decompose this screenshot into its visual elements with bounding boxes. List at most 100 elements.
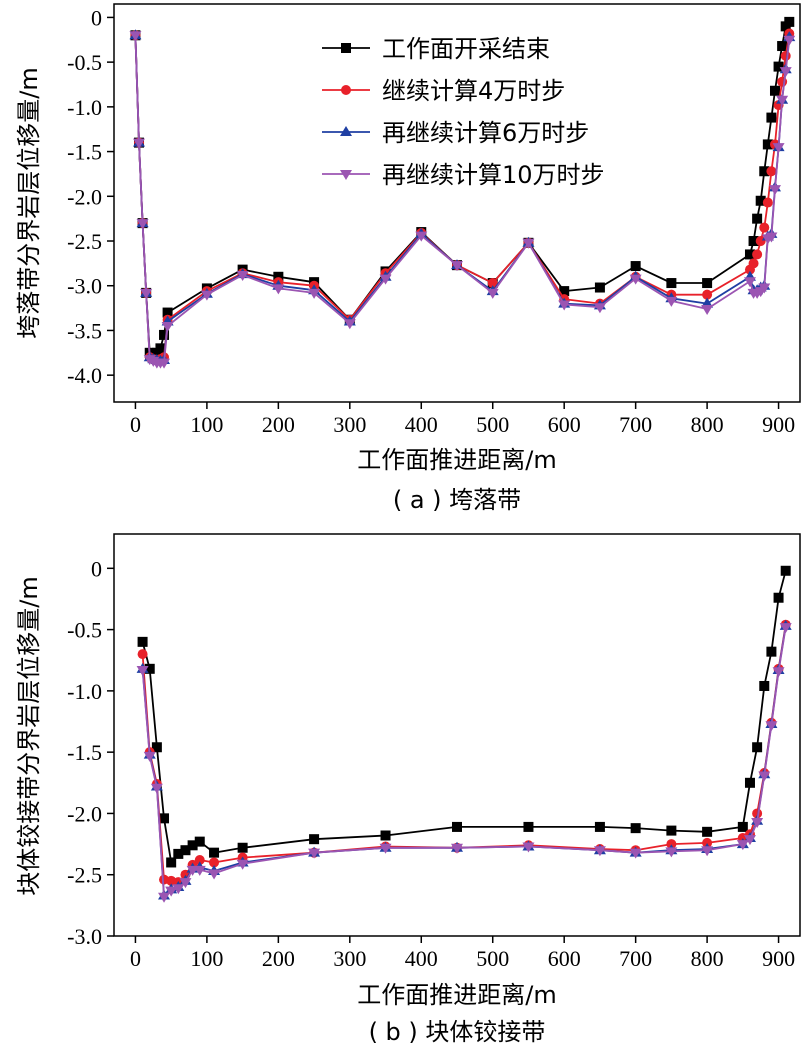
chart-a-series-1-point [159,329,170,340]
chart-a-series-2-point [487,278,498,289]
chart-a-ytick-label: -1.0 [67,95,102,120]
chart-a-series-4-point [308,288,321,299]
chart-b: 0 100 200 300 400 500 600 700 800 900 0 -0.5 -1.0 -1.… [15,533,801,1046]
chart-b-series-1-point [737,821,748,832]
chart-b-ticks: 0 100 200 300 400 500 600 700 800 900 0 -0.5 -1.0 -1.… [67,556,795,971]
chart-a-ytick-label: -2.0 [67,184,102,209]
chart-b-series-4-point [593,846,606,857]
chart-a-series-2-point [752,249,763,260]
chart-b-series-4-point [665,847,678,858]
chart-b-series-1-point [523,821,534,832]
chart-a-series-1-point [666,278,677,289]
chart-a-series-1-point [755,195,766,206]
chart-b-series-4-point [751,818,764,829]
chart-b-series-4-point [158,892,171,903]
chart-a: 0 100 200 300 400 500 600 700 800 900 0 -0.5 -1.0 -1.… [15,3,801,514]
chart-a-series-1-point [702,278,713,289]
chart-a-series-1-point [773,61,784,72]
chart-b-series-1-point [159,813,170,824]
chart-a-series-4-point [451,261,463,272]
chart-b-series-1-point [773,592,784,603]
chart-b-series-4-point [208,869,221,880]
chart-b-series-4-point [193,865,206,876]
chart-b-xtick-label: 900 [762,946,795,971]
chart-b-frame [113,533,801,937]
chart-b-ytick-label: -2.5 [67,863,102,888]
chart-b-ytick-label: -1.0 [67,679,102,704]
chart-a-series-4-point [522,238,535,249]
chart-b-xtick-label: 0 [130,946,141,971]
chart-a-ytick-label: 0 [91,5,102,30]
chart-a-series-2-point [780,50,791,61]
chart-a-series-4-point [593,303,606,314]
chart-b-series-1-point [666,825,677,836]
chart-a-series-4-point [379,274,392,285]
chart-b-series-4-point [308,848,321,859]
chart-a-xtick-label: 100 [190,412,223,437]
chart-b-series [136,565,792,903]
chart-b-xtick-label: 700 [619,946,652,971]
chart-b-xtick-label: 400 [405,946,438,971]
chart-b-series-1-point [380,830,391,841]
chart-a-series-1-point [762,139,773,150]
chart-b-xtick-label: 600 [548,946,581,971]
chart-a-series-2-point [748,258,759,269]
chart-b-series-4-point [236,859,249,870]
chart-a-ytick-label: -3.5 [67,318,102,343]
chart-b-series-4-point [736,840,749,851]
chart-b-ytick-label: -2.0 [67,801,102,826]
chart-a-xtick-label: 900 [762,412,795,437]
chart-a-series-2-point [702,289,713,300]
chart-a-series-2-point [766,166,777,177]
chart-a-ticks: 0 100 200 300 400 500 600 700 800 900 0 -0.5 -1.0 -1.… [67,5,795,437]
chart-b-xtick-label: 200 [262,946,295,971]
chart-b-series-4-point [701,846,714,857]
chart-b-series-4-point [136,666,149,677]
chart-a-series-1-point [759,166,770,177]
legend-marker-2 [341,85,351,95]
chart-a-series-2-point [762,197,773,208]
chart-a-series-4-point [272,284,285,295]
chart-b-series-2-point [194,855,205,866]
chart-b-series-1-point [237,842,248,853]
chart-a-series-4-point [758,283,771,294]
chart-b-series-4-point [451,843,463,854]
chart-a-xtick-label: 200 [262,412,295,437]
chart-a-series-4-point [415,231,428,242]
chart-b-caption: ( b ) 块体铰接带 [369,1018,546,1046]
chart-a-series-4-point [768,185,781,196]
chart-a-series-4-point [140,288,153,299]
chart-a-frame [113,3,801,403]
chart-b-series-1-point [166,857,177,868]
legend-label-2: 继续计算4万时步 [382,77,565,105]
legend-marker-4 [340,170,352,180]
legend-marker-1 [341,43,351,53]
chart-b-series-1-point [759,680,770,691]
chart-a-series-4-point [200,290,213,301]
chart-b-series-2-point [137,649,148,660]
chart-a-caption: ( a ) 垮落带 [393,486,521,514]
chart-a-xtick-label: 500 [476,412,509,437]
chart-b-ytick-label: -1.5 [67,740,102,765]
chart-a-series-4-point [779,67,792,78]
chart-a-ytick-label: -2.5 [67,229,102,254]
chart-a-series-4-point [701,304,714,315]
chart-a-series-1-point [752,213,763,224]
chart-a-series [129,16,796,369]
chart-b-xtick-label: 800 [691,946,724,971]
chart-b-ytick-label: -0.5 [67,618,102,643]
chart-a-series-1-point [559,286,570,297]
chart-a-ytick-label: -4.0 [67,363,102,388]
chart-b-ylabel: 块体铰接带分界岩层位移量/m [15,576,43,895]
chart-b-ytick-label: -3.0 [67,924,102,949]
legend-label-3: 再继续计算6万时步 [382,119,589,147]
chart-b-ytick-label: 0 [91,556,102,581]
chart-b-series-4-point [772,667,785,678]
chart-b-series-1-point [766,646,777,657]
chart-b-series-line-1 [141,570,787,864]
chart-b-series-1-point [630,823,641,834]
chart-b-series-1-point [744,777,755,788]
chart-b-series-4-point [150,783,163,794]
chart-a-series-1-point [273,271,284,282]
